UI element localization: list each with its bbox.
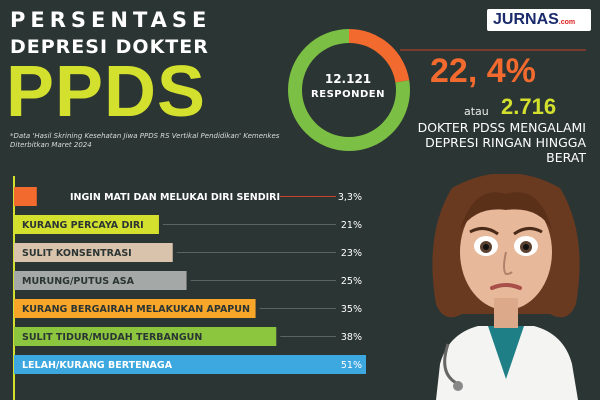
respondent-label: RESPONDEN xyxy=(311,89,385,100)
bar-value-label: 35% xyxy=(341,304,362,315)
bar-value-label: 23% xyxy=(341,248,362,259)
bar-category-label: SULIT TIDUR/MUDAH TERBANGUN xyxy=(22,332,202,343)
bar-category-label: MURUNG/PUTUS ASA xyxy=(22,276,135,287)
bar xyxy=(14,271,187,290)
headline-percent: 22, 4% xyxy=(430,52,536,90)
headline-description: DOKTER PDSS MENGALAMI DEPRESI RINGAN HIN… xyxy=(417,120,586,165)
jurnas-logo[interactable]: JURNAS.com xyxy=(487,9,591,31)
headline-atau: atau xyxy=(464,105,489,118)
title-main: PPDS xyxy=(6,52,207,132)
bar-category-label: INGIN MATI DAN MELUKAI DIRI SENDIRI xyxy=(70,192,280,203)
bar-category-label: LELAH/KURANG BERTENAGA xyxy=(22,360,173,371)
bar-value-label: 3,3% xyxy=(338,192,362,203)
bar-category-label: KURANG BERGAIRAH MELAKUKAN APAPUN xyxy=(22,304,250,315)
donut-slices xyxy=(288,29,410,151)
bar-rows: INGIN MATI DAN MELUKAI DIRI SENDIRI 3,3% K… xyxy=(13,176,366,400)
bar xyxy=(14,243,173,262)
respondent-count: 12.121 xyxy=(324,72,372,86)
logo-brand: JURNAS xyxy=(493,11,559,28)
bar xyxy=(14,327,277,346)
title-line1: PERSENTASE xyxy=(10,8,212,32)
symptom-bar-chart: INGIN MATI DAN MELUKAI DIRI SENDIRI 3,3% K… xyxy=(13,176,366,400)
bar-category-label: SULIT KONSENTRASI xyxy=(22,248,132,259)
logo-suffix: .com xyxy=(558,19,576,26)
bar-category-label: KURANG PERCAYA DIRI xyxy=(22,220,144,231)
bar-value-label: 25% xyxy=(341,276,362,287)
source-note: *Data 'Hasil Skrining Kesehatan Jiwa PPD… xyxy=(10,132,280,149)
donut-chart xyxy=(288,29,410,151)
bar-value-label: 38% xyxy=(341,332,362,343)
connector-line xyxy=(400,49,586,51)
title-line2: DEPRESI DOKTER xyxy=(10,36,209,58)
donut-slice xyxy=(288,29,410,151)
bar xyxy=(14,299,256,318)
headline-count: 2.716 xyxy=(501,94,557,119)
bar-value-label: 51% xyxy=(341,360,362,371)
bar-value-label: 21% xyxy=(341,220,362,231)
doctor-illustration xyxy=(432,174,580,400)
bar xyxy=(14,355,366,374)
bar xyxy=(14,187,37,206)
bar xyxy=(14,215,159,234)
